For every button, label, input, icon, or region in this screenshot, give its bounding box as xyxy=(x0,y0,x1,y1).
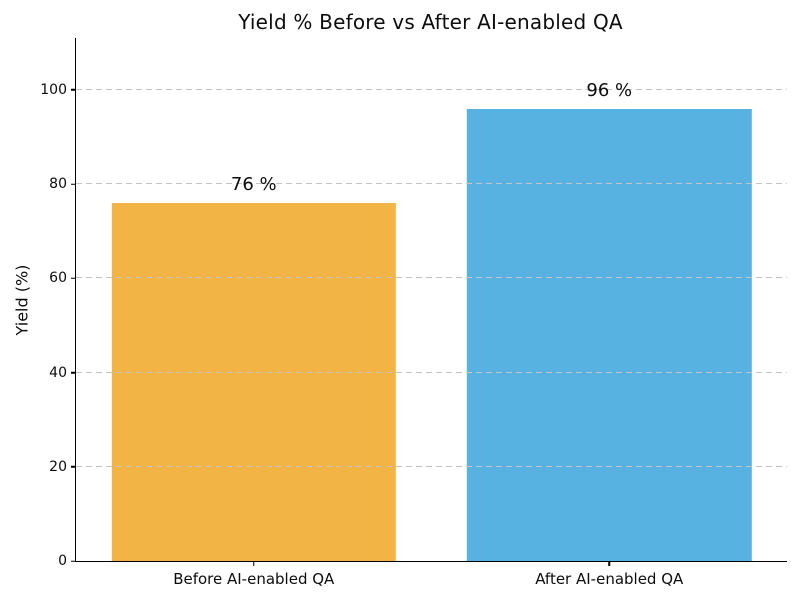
bar xyxy=(467,108,752,561)
bar-value-label: 96 % xyxy=(586,79,633,101)
y-tick-label: 60 xyxy=(49,270,67,287)
x-tick-mark xyxy=(608,561,610,566)
y-tick-label: 80 xyxy=(49,176,67,193)
y-tick-mark xyxy=(71,466,76,468)
gridline xyxy=(76,465,787,467)
y-tick-mark xyxy=(71,183,76,185)
chart-title: Yield % Before vs After AI-enabled QA xyxy=(238,10,623,34)
y-axis-label: Yield (%) xyxy=(12,264,32,336)
bar-value-label: 76 % xyxy=(230,173,277,195)
y-tick-mark xyxy=(71,371,76,374)
bar xyxy=(111,202,396,561)
y-tick-label: 40 xyxy=(49,364,67,381)
gridline xyxy=(76,277,787,279)
x-category-label: Before AI-enabled QA xyxy=(173,570,335,588)
y-tick-mark xyxy=(71,89,76,91)
gridline xyxy=(76,88,787,90)
gridline xyxy=(76,371,787,373)
y-tick-label: 100 xyxy=(40,81,67,98)
x-tick-mark xyxy=(253,561,255,566)
y-tick-label: 20 xyxy=(49,458,67,475)
y-tick-mark xyxy=(71,560,76,562)
y-tick-mark xyxy=(71,277,76,280)
plot-area: 0 20 40 60 80 100 76 % Before AI-enabled QA 96 %… xyxy=(40,38,787,588)
y-tick-label: 0 xyxy=(58,553,67,569)
gridline xyxy=(76,183,787,185)
x-category-label: After AI-enabled QA xyxy=(535,570,684,588)
